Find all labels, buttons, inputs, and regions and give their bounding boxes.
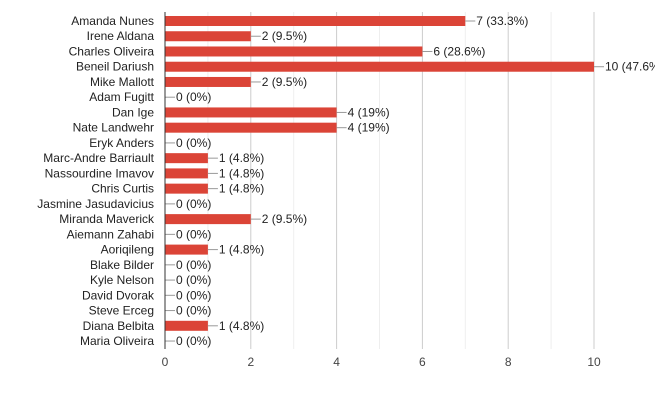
bars: [165, 16, 604, 342]
data-label: 4 (19%): [348, 121, 390, 135]
data-label: 0 (0%): [176, 90, 211, 104]
bar: [165, 16, 466, 26]
bar: [165, 244, 208, 255]
category-label: Miranda Maverick: [59, 212, 155, 226]
bar: [165, 76, 251, 87]
x-tick-label: 4: [333, 355, 340, 369]
category-label: Chris Curtis: [91, 182, 154, 196]
category-label: Amanda Nunes: [71, 14, 154, 28]
category-label: Nassourdine Imavov: [45, 166, 154, 180]
data-label: 0 (0%): [176, 136, 211, 150]
category-label: Adam Fugitt: [89, 90, 154, 104]
data-label: 0 (0%): [176, 273, 211, 287]
category-label: Aoriqileng: [101, 243, 154, 257]
data-label: 2 (9.5%): [262, 29, 307, 43]
data-label: 1 (4.8%): [219, 151, 264, 165]
x-tick-label: 10: [587, 355, 601, 369]
bar: [165, 214, 251, 225]
category-label: Nate Landwehr: [73, 121, 154, 135]
data-label: 1 (4.8%): [219, 166, 264, 180]
bar: [165, 31, 251, 42]
bar: [165, 61, 594, 72]
category-label: Kyle Nelson: [90, 273, 154, 287]
data-label: 7 (33.3%): [476, 14, 528, 28]
category-label: Marc-Andre Barriault: [43, 151, 154, 165]
data-label: 0 (0%): [176, 258, 211, 272]
category-label: Mike Mallott: [90, 75, 155, 89]
x-tick-label: 0: [162, 355, 169, 369]
x-tick-label: 2: [247, 355, 254, 369]
data-label: 6 (28.6%): [433, 44, 485, 58]
axis: 0 2 4 6 8 10: [162, 12, 601, 369]
data-label: 1 (4.8%): [219, 182, 264, 196]
category-label: Maria Oliveira: [80, 334, 154, 348]
data-label: 4 (19%): [348, 105, 390, 119]
data-label: 1 (4.8%): [219, 319, 264, 333]
x-tick-label: 8: [505, 355, 512, 369]
bar: [165, 46, 423, 57]
bar: [165, 122, 337, 133]
bar: [165, 107, 337, 118]
bar: [165, 153, 208, 164]
x-tick-label: 6: [419, 355, 426, 369]
bar: [165, 183, 208, 194]
data-label: 10 (47.6%): [605, 60, 655, 74]
category-label: Aiemann Zahabi: [67, 227, 154, 241]
data-label: 0 (0%): [176, 227, 211, 241]
data-label: 0 (0%): [176, 197, 211, 211]
data-label: 0 (0%): [176, 334, 211, 348]
category-label: Diana Belbita: [83, 319, 155, 333]
labels: Amanda Nunes 7 (33.3%) Irene Aldana 2 (9.5%…: [37, 14, 655, 348]
category-label: Jasmine Jasudavicius: [37, 197, 154, 211]
category-label: Steve Erceg: [89, 304, 154, 318]
category-label: Blake Bilder: [90, 258, 154, 272]
category-label: David Dvorak: [82, 288, 155, 302]
data-label: 0 (0%): [176, 288, 211, 302]
data-label: 0 (0%): [176, 304, 211, 318]
data-label: 1 (4.8%): [219, 243, 264, 257]
category-label: Beneil Dariush: [76, 60, 154, 74]
bar: [165, 168, 208, 179]
data-label: 2 (9.5%): [262, 212, 307, 226]
bar: [165, 320, 208, 331]
category-label: Dan Ige: [112, 105, 154, 119]
category-label: Charles Oliveira: [69, 44, 155, 58]
data-label: 2 (9.5%): [262, 75, 307, 89]
category-label: Eryk Anders: [89, 136, 154, 150]
category-label: Irene Aldana: [87, 29, 155, 43]
